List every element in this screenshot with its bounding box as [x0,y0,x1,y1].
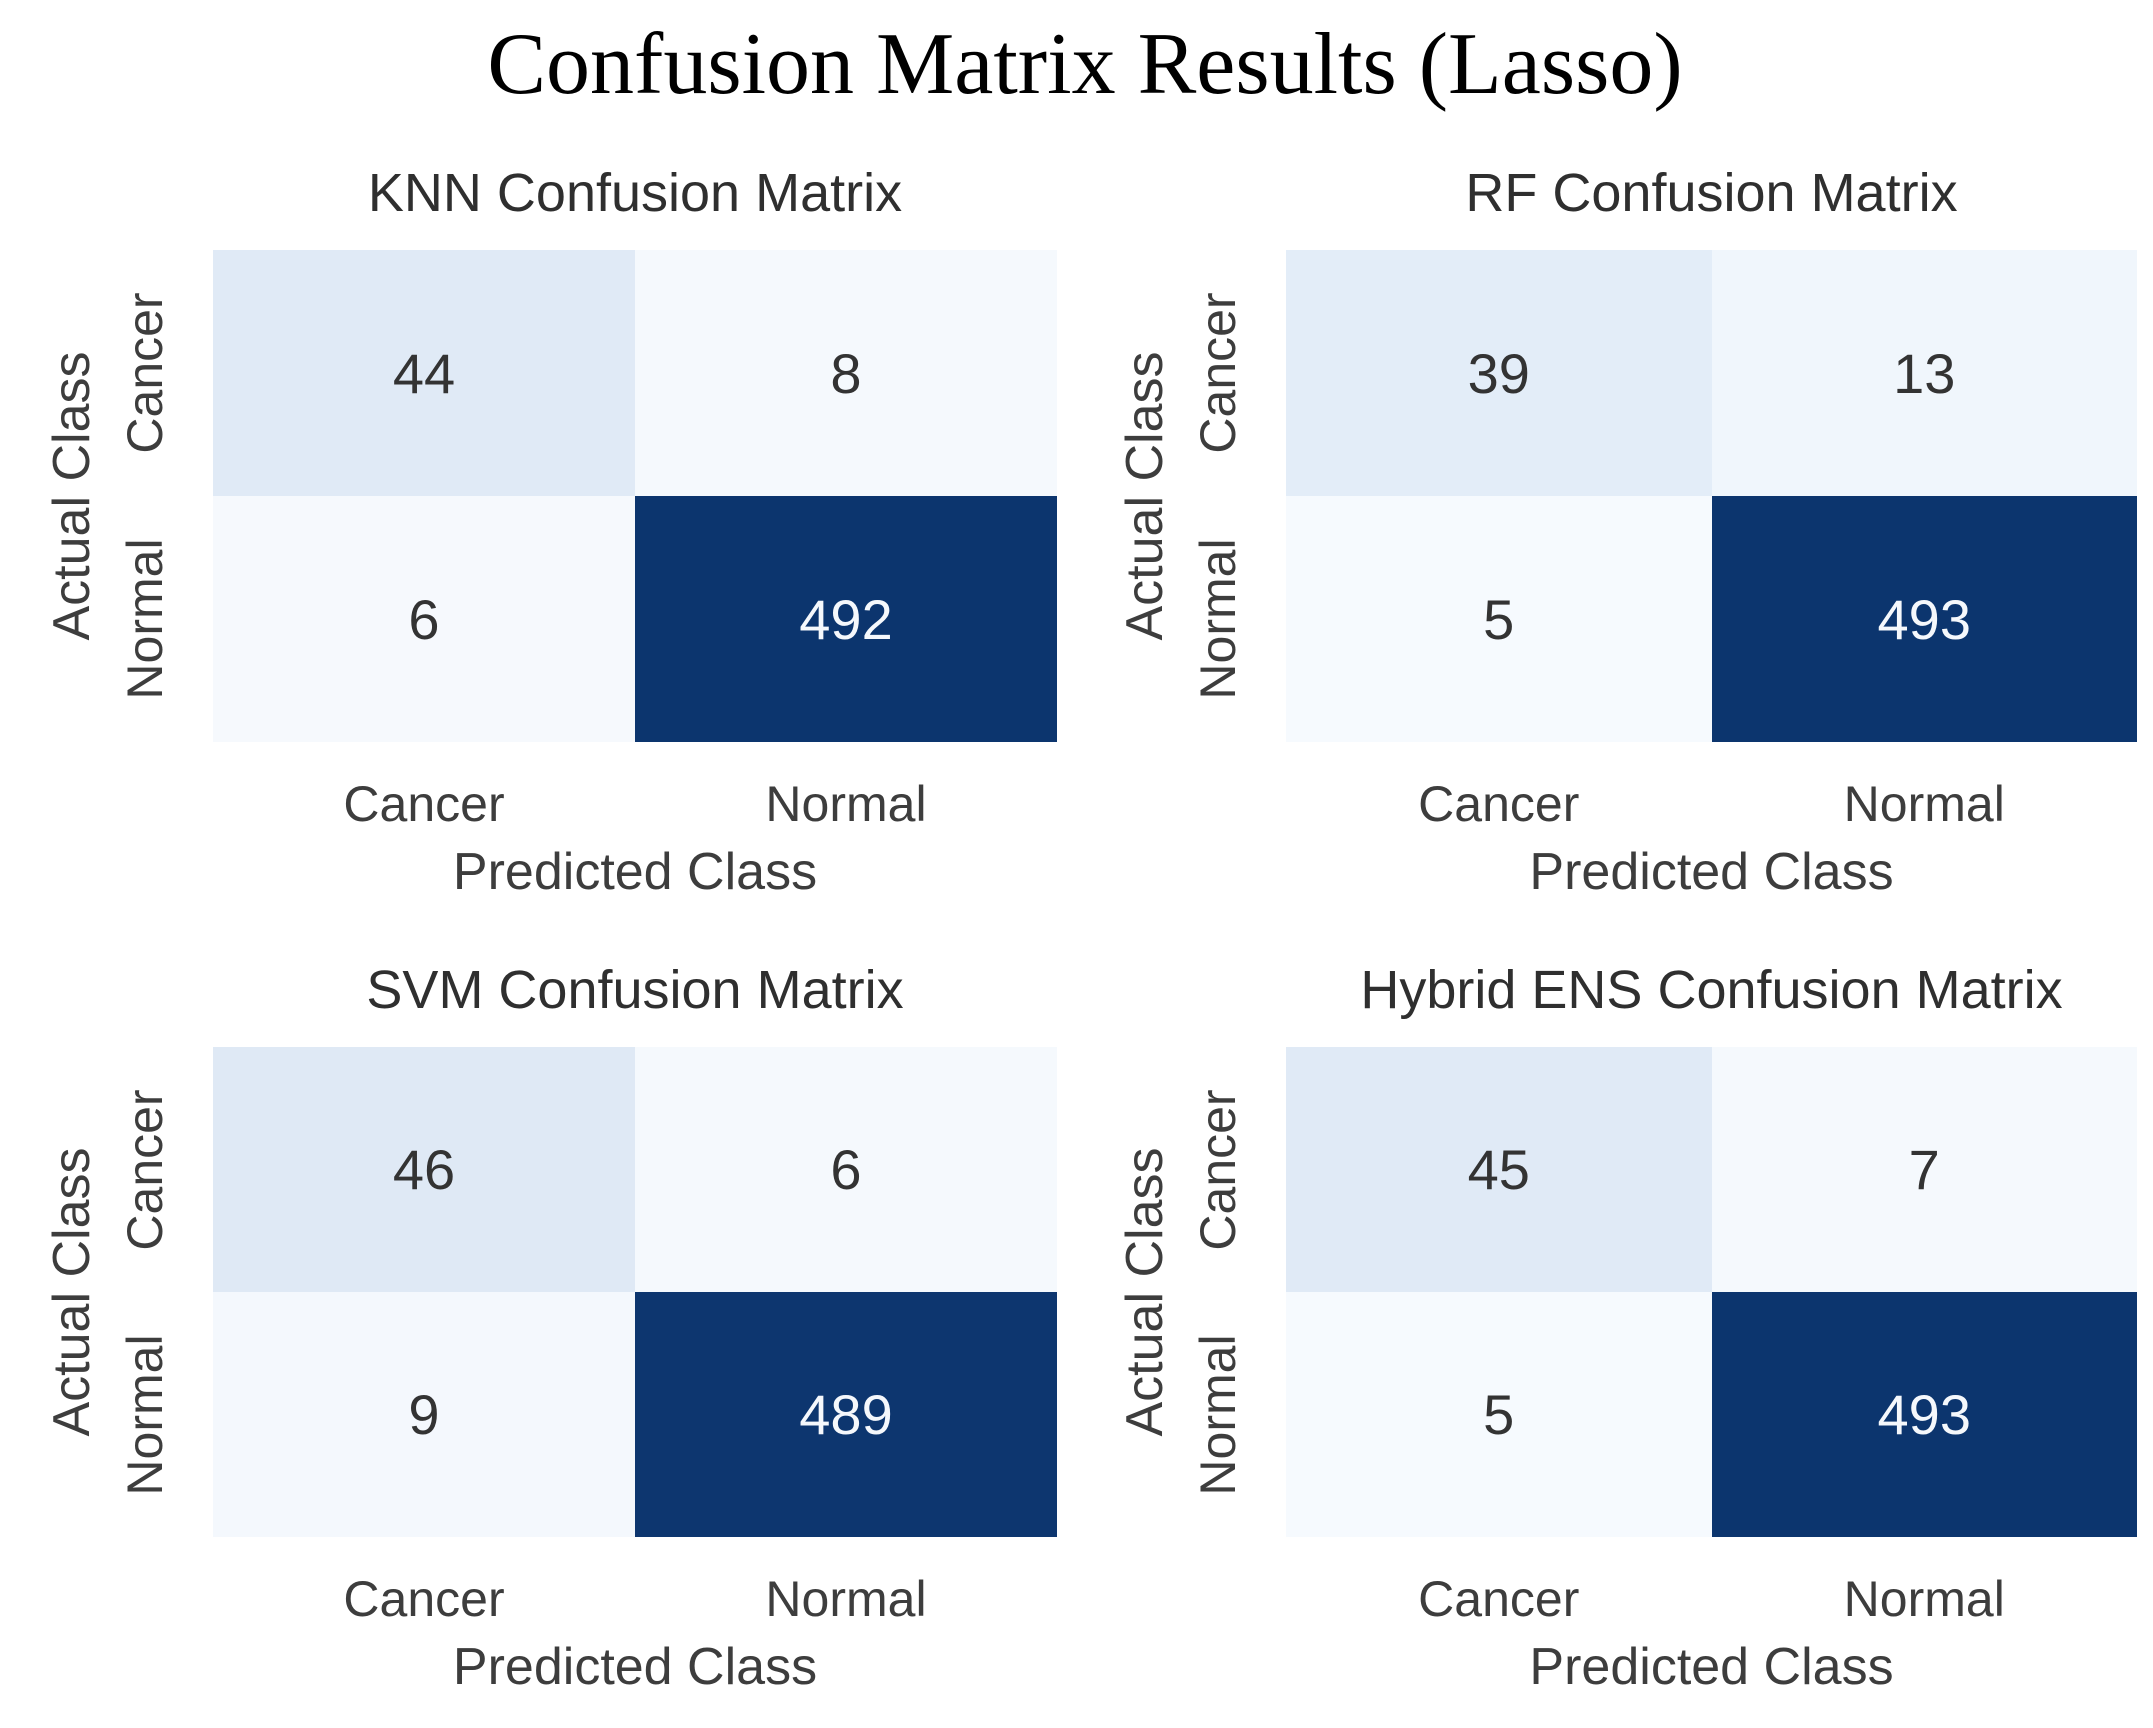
x-tick-label: Normal [1843,776,2005,832]
subplot-title: RF Confusion Matrix [1465,163,1958,223]
heatmap-cell: 492 [635,496,1057,742]
y-axis-label: Actual Class [1116,1147,1174,1437]
heatmap-cell: 13 [1711,250,2137,496]
figure-title: Confusion Matrix Results (Lasso) [487,16,1683,113]
cell-value: 46 [392,1138,456,1201]
heatmap-cell: 45 [1286,1047,1712,1292]
heatmap: 46 6 9 489 [213,1047,1057,1537]
x-axis-label: Predicted Class [452,1638,818,1696]
y-tick-label: Cancer [1190,292,1246,454]
subplot-title: SVM Confusion Matrix [366,960,904,1020]
y-tick-label: Normal [117,1333,173,1496]
y-axis-label: Actual Class [43,351,101,641]
x-tick-label: Cancer [1418,776,1580,832]
subplot-title: Hybrid ENS Confusion Matrix [1360,960,2063,1020]
cell-value: 5 [1483,1383,1515,1446]
subplot-knn: KNN Confusion Matrix 44 8 6 492 Cancer N… [43,166,1057,898]
x-tick-label: Normal [765,1571,927,1627]
heatmap-cell: 8 [635,250,1057,496]
subplot-hybrid-ens: Hybrid ENS Confusion Matrix 45 7 5 493 C… [1116,963,2137,1693]
y-tick-label: Cancer [117,292,173,454]
cell-value: 492 [799,587,893,651]
x-tick-label: Normal [765,776,927,832]
cell-value: 6 [830,1138,862,1201]
heatmap-cell: 493 [1711,496,2137,742]
cell-value: 45 [1467,1138,1530,1201]
subplot-title: KNN Confusion Matrix [367,163,903,223]
x-tick-label: Cancer [343,1571,505,1627]
heatmap-cell: 489 [635,1292,1057,1537]
cell-value: 8 [830,341,862,405]
x-axis-label: Predicted Class [1529,1638,1894,1696]
heatmap-cell: 7 [1711,1047,2137,1292]
subplot-rf: RF Confusion Matrix 39 13 5 493 Cancer N… [1116,166,2137,898]
cell-value: 7 [1908,1138,1940,1201]
cell-value: 493 [1877,587,1971,651]
y-tick-label: Normal [1190,1333,1246,1496]
heatmap-cell: 493 [1711,1292,2137,1537]
heatmap-cell: 44 [213,250,635,496]
heatmap-cell: 46 [213,1047,635,1292]
y-axis-label: Actual Class [43,1147,101,1437]
heatmap: 45 7 5 493 [1286,1047,2137,1537]
heatmap: 44 8 6 492 [213,250,1057,742]
cell-value: 39 [1467,341,1530,405]
y-tick-label: Normal [117,538,173,700]
cell-value: 6 [408,587,440,651]
y-axis-label: Actual Class [1116,351,1174,641]
y-tick-label: Cancer [1190,1088,1246,1251]
x-tick-label: Normal [1843,1571,2005,1627]
cell-value: 489 [799,1383,893,1446]
cell-value: 493 [1877,1383,1971,1446]
heatmap-cell: 5 [1286,1292,1712,1537]
x-tick-label: Cancer [343,776,505,832]
cell-value: 5 [1483,587,1515,651]
subplot-svm: SVM Confusion Matrix 46 6 9 489 Cancer N… [43,963,1057,1693]
heatmap-cell: 5 [1286,496,1712,742]
y-tick-label: Cancer [117,1088,173,1251]
heatmap-cell: 9 [213,1292,635,1537]
heatmap-cell: 6 [635,1047,1057,1292]
cell-value: 13 [1893,341,1956,405]
y-tick-label: Normal [1190,538,1246,700]
heatmap-cell: 6 [213,496,635,742]
heatmap-cell: 39 [1286,250,1712,496]
heatmap: 39 13 5 493 [1286,250,2137,742]
x-axis-label: Predicted Class [1529,843,1894,901]
x-axis-label: Predicted Class [452,843,818,901]
x-tick-label: Cancer [1418,1571,1580,1627]
cell-value: 44 [392,341,456,405]
cell-value: 9 [408,1383,440,1446]
